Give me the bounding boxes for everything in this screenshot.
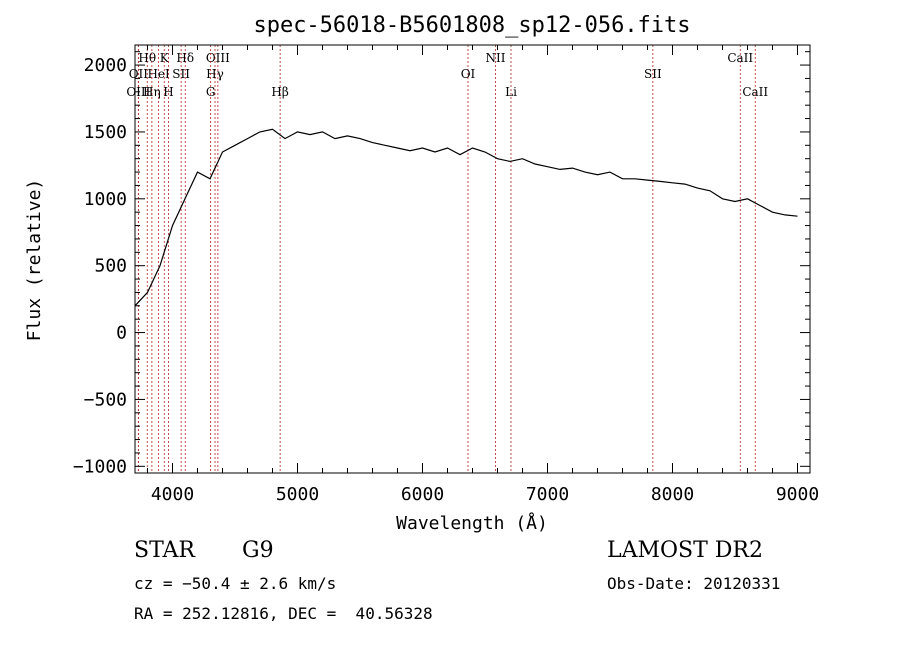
spectral-line-label: CaII	[742, 85, 768, 99]
chart-title: spec-56018-B5601808_sp12-056.fits	[253, 13, 690, 38]
spectral-line-label: OI	[461, 67, 476, 81]
spectral-line-label: SII	[172, 67, 190, 81]
spectral-line-label: OIII	[206, 51, 230, 65]
y-tick-label: 1000	[84, 189, 127, 210]
coordinates: RA = 252.12816, DEC = 40.56328	[134, 604, 433, 623]
x-tick-label: 9000	[776, 484, 819, 505]
y-tick-label: 0	[116, 323, 127, 344]
spectral-line-label: G	[206, 85, 216, 99]
x-tick-label: 6000	[401, 484, 444, 505]
x-axis-label: Wavelength (Å)	[396, 512, 548, 534]
spectral-line-label: CaII	[727, 51, 753, 65]
axis-ticks: 4000 5000 6000 7000 8000 9000 −1000 −500 0 500 100…	[73, 45, 819, 505]
object-subclass: G9	[242, 538, 274, 563]
spectral-line-label: Hβ	[271, 85, 288, 99]
y-axis-label: Flux (relative)	[24, 179, 45, 342]
y-tick-label: 500	[94, 256, 127, 277]
redshift-velocity: cz = −50.4 ± 2.6 km/s	[134, 574, 337, 593]
y-tick-label: −500	[84, 389, 127, 410]
spectral-line-label: Hδ	[176, 51, 194, 65]
spectral-line-label: H	[163, 85, 173, 99]
series-layer	[134, 128, 798, 307]
plot-frame	[134, 44, 811, 474]
x-tick-label: 5000	[276, 484, 319, 505]
spectral-line-label: Hθ	[138, 51, 156, 65]
spectral-line-label: K	[160, 51, 170, 65]
spectrum-line	[134, 128, 798, 307]
y-tick-label: −1000	[73, 456, 127, 477]
x-tick-label: 4000	[151, 484, 194, 505]
x-tick-label: 7000	[526, 484, 569, 505]
spectral-line-label: HeI	[147, 67, 170, 81]
x-tick-label: 8000	[651, 484, 694, 505]
object-class: STAR	[134, 538, 195, 563]
spectral-line-label: Hγ	[206, 67, 224, 81]
observation-date: Obs-Date: 20120331	[607, 574, 781, 593]
y-tick-label: 1500	[84, 122, 127, 143]
spectral-line-label: NII	[486, 51, 506, 65]
spectral-line-label: Hη	[143, 85, 161, 99]
y-tick-label: 2000	[84, 55, 127, 76]
spectral-line-label: SII	[644, 67, 662, 81]
spectral-line-label: Li	[505, 85, 517, 99]
survey-name: LAMOST DR2	[607, 538, 763, 563]
